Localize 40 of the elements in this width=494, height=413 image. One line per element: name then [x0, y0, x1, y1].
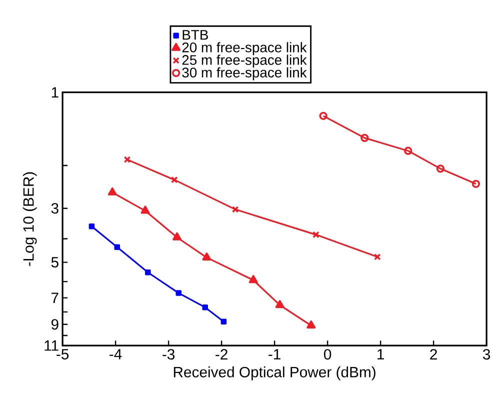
x-tick-label: -5 [56, 349, 69, 360]
legend-label: 20 m free-space link [182, 42, 307, 56]
point [114, 244, 120, 250]
point [306, 320, 316, 328]
point [202, 304, 208, 310]
x-tick-label: -2 [216, 349, 228, 360]
y-tick-label: 7 [52, 292, 58, 303]
point [404, 146, 412, 155]
point [140, 206, 150, 214]
point [220, 318, 227, 324]
y-tick-label: 1 [52, 87, 58, 98]
x-tick-label: 3 [482, 349, 490, 360]
point [176, 290, 182, 296]
legend-label: 25 m free-space link [182, 54, 307, 68]
x-tick-label: -1 [268, 349, 280, 360]
point [248, 275, 258, 284]
y-tick-label: 3 [51, 203, 58, 214]
y-tick-label: 11 [44, 340, 58, 351]
point [232, 206, 239, 213]
x-tick-label: 2 [430, 349, 437, 360]
x-axis-title: Received Optical Power (dBm) [174, 366, 376, 380]
point [172, 232, 182, 240]
y-tick-label: 9 [51, 319, 58, 330]
y-axis-title: -Log 10 (BER) [22, 172, 37, 266]
point [360, 134, 369, 142]
point [88, 224, 95, 230]
legend-label: 30 m free-space link [182, 67, 307, 80]
x-tick-label: -4 [110, 349, 122, 360]
x-tick-label: 1 [378, 349, 384, 360]
point [312, 231, 320, 238]
point [108, 187, 117, 196]
point [170, 176, 178, 184]
point [436, 164, 445, 173]
point [202, 252, 212, 260]
point [275, 300, 284, 308]
y-tick-label: 5 [51, 257, 58, 268]
x-tick-label: -3 [162, 349, 175, 360]
legend-label: BTB [182, 30, 208, 40]
point [145, 269, 151, 276]
x-tick-label: 0 [324, 349, 332, 360]
